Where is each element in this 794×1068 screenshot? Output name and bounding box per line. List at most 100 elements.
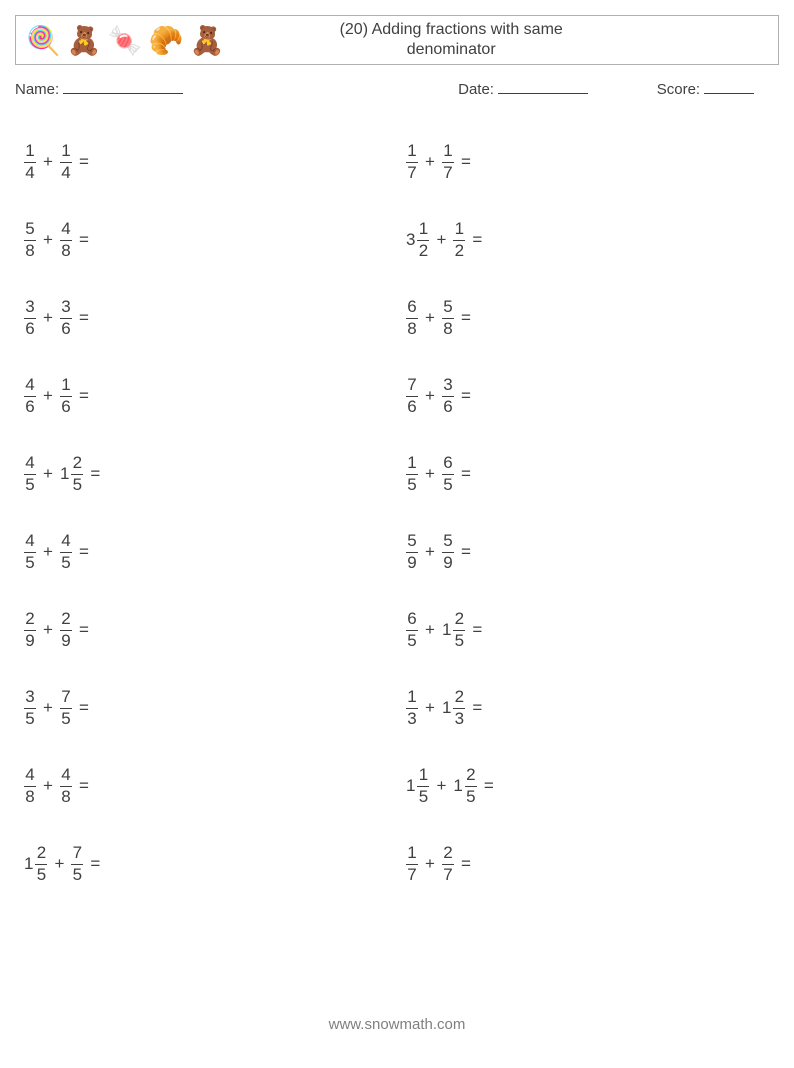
denominator: 5 — [61, 710, 70, 729]
fraction: 58 — [441, 298, 455, 338]
plus-operator: + — [430, 776, 452, 796]
name-blank[interactable] — [63, 80, 183, 94]
footer: www.snowmath.com — [0, 1016, 794, 1033]
numerator: 2 — [25, 610, 34, 629]
numerator: 1 — [25, 142, 34, 161]
denominator: 3 — [455, 710, 464, 729]
problem: 35+75= — [15, 669, 397, 747]
score-field: Score: — [657, 80, 779, 98]
denominator: 4 — [25, 164, 34, 183]
denominator: 6 — [25, 320, 34, 339]
denominator: 2 — [419, 242, 428, 261]
equals-sign: = — [73, 386, 95, 406]
problem: 17+27= — [397, 825, 779, 903]
plus-operator: + — [37, 386, 59, 406]
header-icons: 🍭 🧸 🍬 🥐 🧸 — [16, 24, 224, 57]
name-field: Name: — [15, 80, 458, 98]
plus-operator: + — [419, 854, 441, 874]
problems-grid: 14+14=58+48=36+36=46+16=45+125=45+45=29+… — [15, 123, 779, 903]
numerator: 2 — [466, 766, 475, 785]
problem: 6 8+58= — [397, 279, 779, 357]
numerator: 2 — [61, 610, 70, 629]
plus-operator: + — [37, 698, 59, 718]
equals-sign: = — [455, 308, 477, 328]
fraction: 17 — [405, 142, 419, 182]
date-field: Date: — [458, 80, 657, 98]
numerator: 6 — [443, 454, 452, 473]
equals-sign: = — [73, 308, 95, 328]
numerator: 3 — [61, 298, 70, 317]
fraction: 46 — [23, 376, 37, 416]
numerator: 1 — [419, 220, 428, 239]
title-line-1: (20) Adding fractions with same — [340, 21, 563, 38]
problem: 17+17= — [397, 123, 779, 201]
fraction: 29 — [59, 610, 73, 650]
whole-number: 1 — [452, 776, 463, 796]
denominator: 8 — [61, 788, 70, 807]
numerator: 1 — [407, 142, 416, 161]
numerator: 6 — [407, 298, 416, 317]
denominator: 5 — [407, 632, 416, 651]
fraction: 25 — [34, 844, 48, 884]
denominator: 7 — [407, 866, 416, 885]
footer-url: www.snowmath.com — [329, 1016, 466, 1033]
whole-number: 3 — [405, 230, 416, 250]
plus-operator: + — [37, 464, 59, 484]
fraction: 36 — [59, 298, 73, 338]
numerator: 7 — [73, 844, 82, 863]
teddy-bear-icon: 🧸 — [190, 24, 225, 57]
problem: 58+48= — [15, 201, 397, 279]
equals-sign: = — [73, 152, 95, 172]
popsicle-icon: 🍭 — [26, 24, 61, 57]
fraction: 75 — [70, 844, 84, 884]
fraction: 48 — [23, 766, 37, 806]
score-blank[interactable] — [704, 80, 754, 94]
plus-operator: + — [419, 152, 441, 172]
equals-sign: = — [466, 698, 488, 718]
problem: 45+125= — [15, 435, 397, 513]
fraction: 65 — [441, 454, 455, 494]
numerator: 6 — [407, 610, 416, 629]
numerator: 2 — [73, 454, 82, 473]
fraction: 65 — [405, 610, 419, 650]
fraction: 36 — [441, 376, 455, 416]
fraction: 12 — [416, 220, 430, 260]
date-blank[interactable] — [498, 80, 588, 94]
fraction: 15 — [405, 454, 419, 494]
fraction: 59 — [441, 532, 455, 572]
worksheet-title: (20) Adding fractions with same denomina… — [224, 20, 778, 60]
numerator: 1 — [61, 142, 70, 161]
problem: 13+123= — [397, 669, 779, 747]
fraction: 45 — [23, 454, 37, 494]
fraction: 36 — [23, 298, 37, 338]
denominator: 6 — [443, 398, 452, 417]
numerator: 2 — [37, 844, 46, 863]
name-label: Name: — [15, 81, 59, 98]
problems-column-left: 14+14=58+48=36+36=46+16=45+125=45+45=29+… — [15, 123, 397, 903]
numerator: 7 — [61, 688, 70, 707]
equals-sign: = — [455, 464, 477, 484]
fraction: 75 — [59, 688, 73, 728]
problem: 48+48= — [15, 747, 397, 825]
fraction: 15 — [416, 766, 430, 806]
denominator: 9 — [443, 554, 452, 573]
fraction: 16 — [59, 376, 73, 416]
denominator: 5 — [73, 476, 82, 495]
denominator: 6 — [61, 320, 70, 339]
whole-number: 1 — [23, 854, 34, 874]
problem: 115+125= — [397, 747, 779, 825]
denominator: 6 — [407, 398, 416, 417]
whole-number: 1 — [405, 776, 416, 796]
denominator: 8 — [407, 320, 416, 339]
plus-operator: + — [419, 698, 441, 718]
problem: 36+36= — [15, 279, 397, 357]
numerator: 4 — [61, 532, 70, 551]
equals-sign: = — [455, 542, 477, 562]
fraction: 25 — [464, 766, 478, 806]
fraction: 12 — [452, 220, 466, 260]
fraction: 13 — [405, 688, 419, 728]
denominator: 2 — [455, 242, 464, 261]
candy-cane-icon: 🍬 — [108, 24, 143, 57]
numerator: 4 — [25, 376, 34, 395]
plus-operator: + — [419, 308, 441, 328]
